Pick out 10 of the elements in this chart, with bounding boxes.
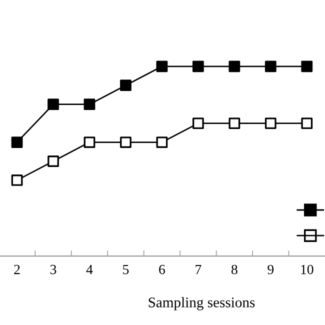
- x-tick-label: 6: [159, 264, 166, 274]
- x-axis-title: Sampling sessions: [148, 297, 255, 310]
- x-tick-label: 10: [301, 264, 314, 274]
- x-tick-label: 2: [14, 264, 20, 274]
- x-tick-label: 8: [231, 264, 238, 274]
- x-tick-label: 4: [86, 264, 93, 274]
- x-tick-label: 3: [50, 264, 56, 274]
- x-tick-label: 7: [196, 264, 202, 274]
- x-tick-label: 9: [268, 264, 274, 274]
- x-tick-label: 5: [123, 264, 129, 274]
